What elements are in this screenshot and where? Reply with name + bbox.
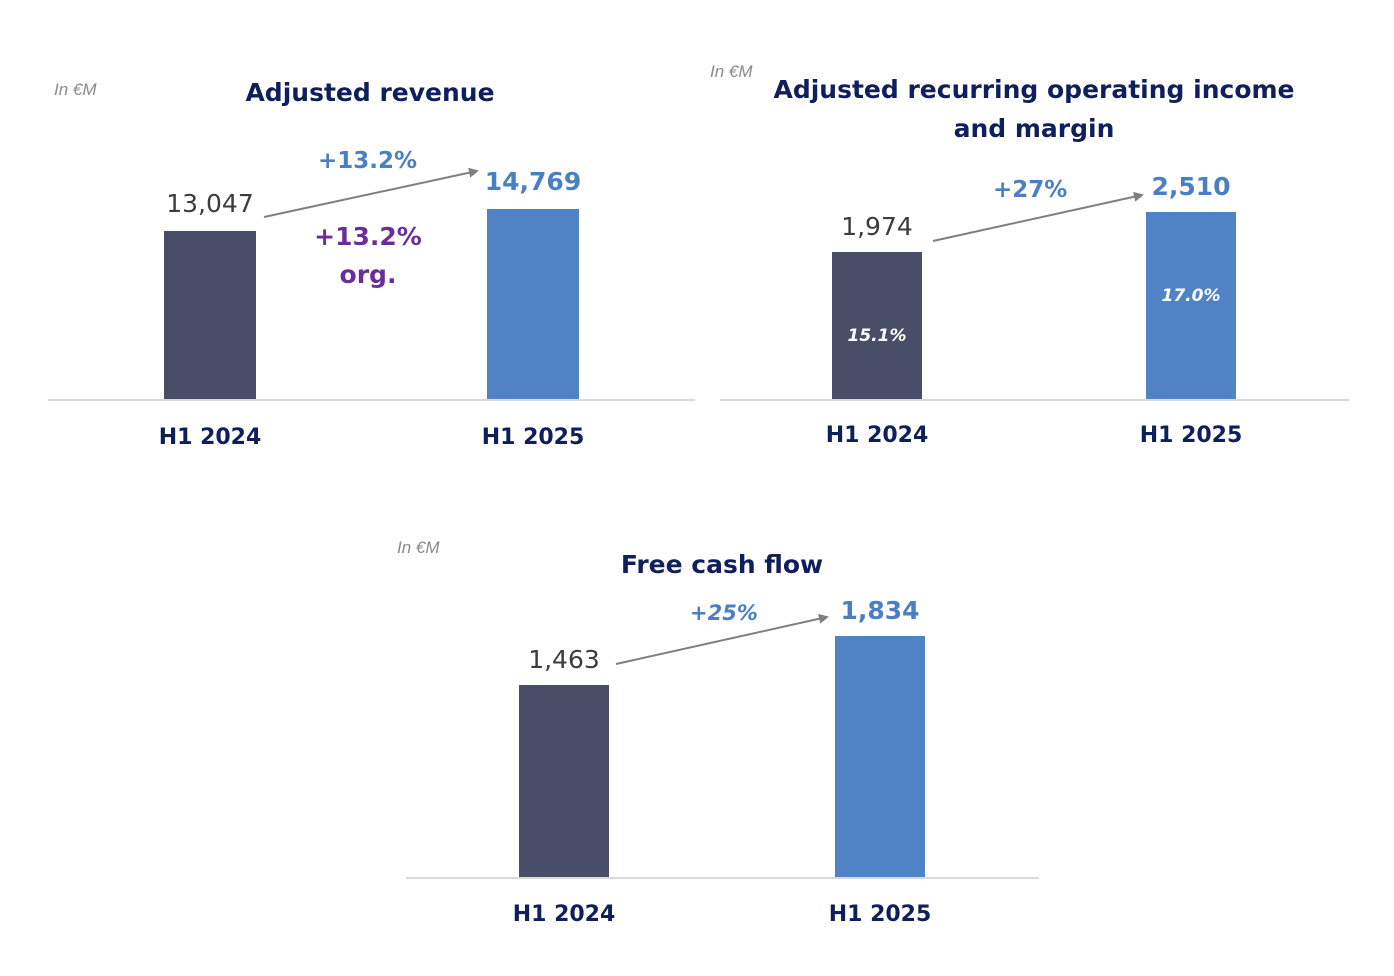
chart-title: Free cash flow bbox=[620, 550, 824, 579]
organic-growth: +13.2% org. bbox=[300, 218, 436, 294]
category-label: H1 2025 bbox=[481, 425, 585, 450]
margin-label: 17.0% bbox=[1161, 286, 1221, 307]
data-label: 1,463 bbox=[528, 645, 600, 674]
unit-label: In €M bbox=[397, 538, 440, 557]
chart-title: Adjusted recurring operating income and … bbox=[773, 75, 1295, 143]
growth-label: +13.2% bbox=[318, 148, 418, 174]
bar bbox=[487, 208, 579, 399]
category-label: H1 2024 bbox=[825, 423, 929, 448]
data-label: 1,834 bbox=[840, 596, 920, 626]
category-label: H1 2025 bbox=[1139, 423, 1243, 448]
data-label: 1,974 bbox=[841, 212, 913, 241]
margin-label: 15.1% bbox=[847, 326, 907, 346]
unit-label: In €M bbox=[710, 62, 753, 81]
category-label: H1 2024 bbox=[158, 425, 262, 450]
bar bbox=[1146, 212, 1236, 399]
organic-growth-value: +13.2% bbox=[314, 222, 422, 251]
data-label: 14,769 bbox=[484, 166, 582, 196]
growth-label: +27% bbox=[993, 177, 1068, 203]
unit-label: In €M bbox=[54, 80, 97, 99]
x-axis-baseline bbox=[720, 399, 1349, 401]
organic-growth-suffix: org. bbox=[339, 260, 397, 289]
category-label: H1 2025 bbox=[828, 902, 932, 927]
chart-title: Adjusted revenue bbox=[245, 78, 495, 107]
category-label: H1 2024 bbox=[512, 902, 616, 927]
growth-label: +25% bbox=[690, 601, 758, 625]
data-label: 13,047 bbox=[166, 189, 254, 218]
growth-arrow bbox=[932, 191, 1144, 242]
bar bbox=[519, 685, 609, 877]
growth-arrow bbox=[263, 167, 479, 218]
data-label: 2,510 bbox=[1151, 172, 1231, 202]
x-axis-baseline bbox=[406, 877, 1039, 879]
growth-arrow bbox=[615, 613, 829, 665]
bar bbox=[832, 252, 922, 399]
x-axis-baseline bbox=[48, 399, 695, 401]
bar bbox=[835, 636, 925, 877]
bar bbox=[164, 231, 256, 399]
